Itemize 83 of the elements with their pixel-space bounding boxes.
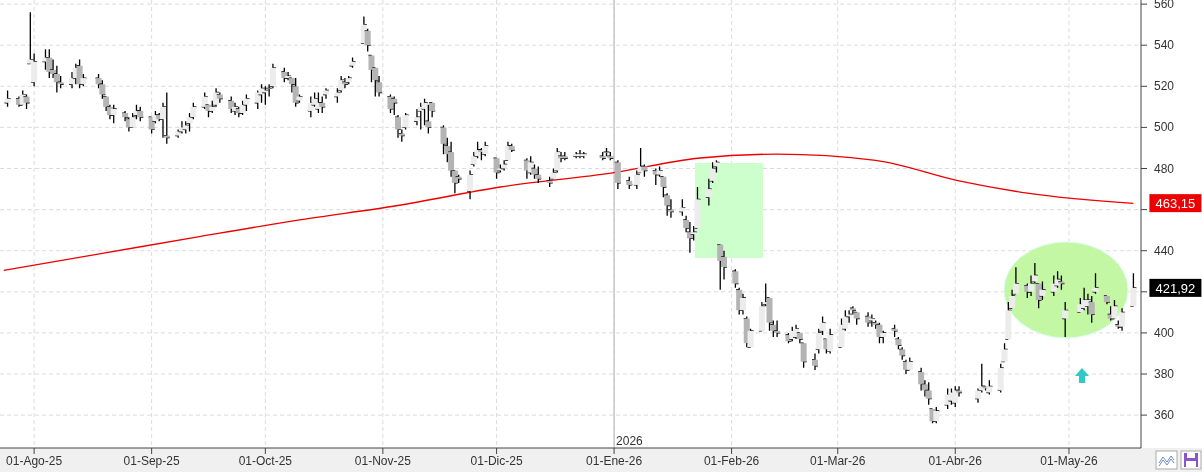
candlestick [391, 95, 398, 116]
candlestick [800, 342, 807, 369]
candlestick [402, 112, 409, 131]
candlestick [467, 169, 474, 200]
candlestick [243, 93, 250, 112]
candlestick [626, 176, 633, 190]
x-tick-label: 01-Oct-25 [238, 454, 293, 468]
y-tick-label: 480 [1153, 161, 1175, 176]
x-tick-label: 01-Feb-26 [703, 454, 760, 468]
candlestick [1062, 301, 1069, 338]
y-tick-label: 540 [1153, 38, 1175, 53]
candlestick [906, 356, 913, 371]
candlestick [493, 157, 500, 180]
candlestick [812, 352, 818, 371]
candlestick [228, 95, 235, 114]
candlestick [602, 147, 611, 157]
y-tick-label: 380 [1153, 367, 1175, 382]
candlestick [535, 165, 542, 184]
y-tick-label: 500 [1153, 120, 1175, 135]
candlestick [349, 56, 356, 69]
candlestick [23, 93, 30, 110]
candlestick [554, 147, 561, 174]
candlestick [395, 114, 402, 139]
candlestick [614, 159, 621, 190]
candlestick [1088, 295, 1095, 324]
x-tick-label: 01-Mar-26 [810, 454, 866, 468]
candlestick [633, 169, 640, 190]
line-series [3, 153, 1135, 272]
candlestick [561, 151, 569, 161]
candlestick [295, 93, 304, 104]
candlestick [1119, 307, 1126, 332]
ref-line-label: 2026 [616, 434, 644, 448]
candlestick [163, 91, 170, 145]
candlestick [1050, 274, 1057, 297]
candlestick [849, 305, 857, 316]
candlestick [580, 151, 588, 159]
candlestick [956, 385, 963, 398]
candlestick [323, 87, 329, 100]
candlestick [546, 176, 553, 188]
candlestick [4, 89, 11, 108]
candlestick [641, 163, 648, 178]
candlestick [1092, 272, 1099, 295]
x-tick-label: 01-Ene-26 [586, 454, 643, 468]
candlestick [262, 85, 269, 106]
y-tick-label: 520 [1153, 79, 1175, 94]
annotation: 463,15 [1155, 196, 1196, 212]
candlestick [1103, 295, 1111, 305]
candlestick [1001, 342, 1008, 363]
candlestick [899, 346, 906, 361]
candlestick [679, 198, 686, 217]
candlestick [1111, 299, 1118, 320]
candlestick [496, 163, 505, 174]
candlestick [292, 77, 299, 108]
y-tick-label: 400 [1153, 325, 1175, 340]
candlestick [925, 381, 932, 406]
y-tick-label: 360 [1153, 408, 1175, 423]
candlestick [319, 95, 326, 114]
y-tick-label: 440 [1153, 243, 1175, 258]
candlestick [345, 75, 353, 85]
x-tick-label: 01-Abr-26 [928, 454, 983, 468]
candlestick [774, 319, 781, 338]
y-tick-label: 560 [1153, 0, 1175, 12]
candlestick [827, 328, 834, 355]
candlestick [110, 104, 117, 124]
x-tick-label: 01-Nov-25 [354, 454, 412, 468]
annotation: 421,92 [1155, 280, 1196, 296]
candlestick [216, 91, 223, 104]
x-tick-label: 01-Sep-25 [123, 454, 180, 468]
candlestick [997, 363, 1004, 394]
x-tick-label: 01-May-26 [1040, 454, 1098, 468]
candlestick [891, 324, 898, 338]
candlestick [1039, 280, 1046, 301]
candlestick [868, 313, 875, 328]
candlestick [1058, 274, 1065, 291]
candlestick [732, 268, 739, 289]
candlestick [46, 48, 53, 79]
candlestick [933, 406, 940, 424]
x-tick-label: 01-Ago-25 [6, 454, 63, 468]
candlestick [895, 336, 902, 351]
candlestick [865, 311, 872, 328]
x-tick-label: 01-Dic-25 [470, 454, 523, 468]
candlestick [1130, 272, 1137, 307]
candlestick [455, 174, 463, 184]
